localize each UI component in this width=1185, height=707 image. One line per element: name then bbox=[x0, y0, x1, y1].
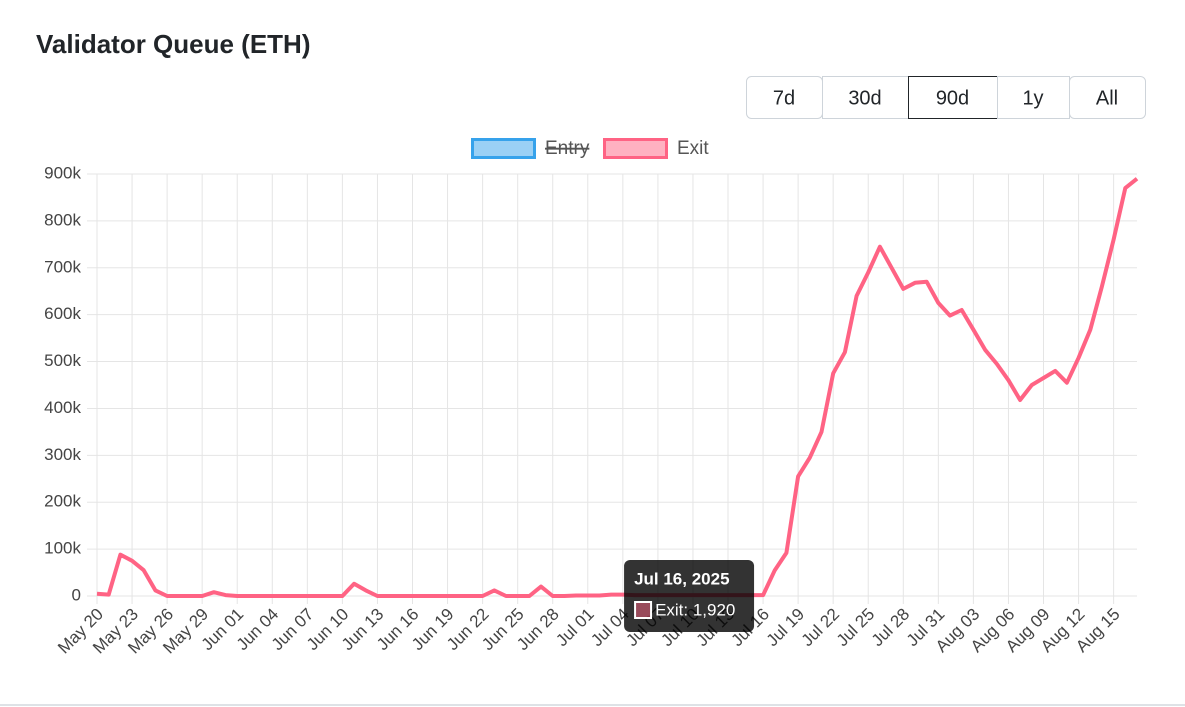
legend-swatch[interactable] bbox=[603, 138, 668, 159]
y-tick-label: 500k bbox=[44, 351, 81, 370]
line-series bbox=[96, 177, 1139, 598]
y-tick-label: 200k bbox=[44, 492, 81, 511]
chart-title: Validator Queue (ETH) bbox=[36, 29, 311, 59]
legend-label[interactable]: Exit bbox=[677, 138, 709, 159]
y-tick-label: 0 bbox=[72, 585, 81, 604]
x-tick-label: Jul 22 bbox=[798, 605, 844, 651]
y-tick-label: 900k bbox=[44, 163, 81, 182]
y-tick-label: 300k bbox=[44, 445, 81, 464]
y-tick-label: 100k bbox=[44, 539, 81, 558]
range-button[interactable] bbox=[1069, 76, 1146, 119]
x-tick-label: Jul 01 bbox=[552, 605, 598, 651]
tooltip-swatch bbox=[634, 601, 653, 619]
tooltip-box bbox=[624, 560, 755, 632]
tooltip-text: Exit: 1,920 bbox=[655, 600, 735, 619]
legend-swatch[interactable] bbox=[471, 138, 536, 159]
tooltip: Jul 16, 2025 Exit: 1,920 bbox=[624, 560, 755, 632]
range-button-label[interactable]: 7d bbox=[773, 87, 795, 109]
y-tick-label: 600k bbox=[44, 304, 81, 323]
tooltip-title: Jul 16, 2025 bbox=[634, 569, 729, 588]
range-button-label[interactable]: All bbox=[1096, 87, 1118, 109]
y-tick-label: 800k bbox=[44, 210, 81, 229]
y-tick-label: 400k bbox=[44, 398, 81, 417]
range-button-label[interactable]: 90d bbox=[936, 87, 969, 109]
x-tick-label: Jul 25 bbox=[833, 605, 879, 651]
legend-label[interactable]: Entry bbox=[545, 138, 590, 159]
range-button-label[interactable]: 30d bbox=[848, 87, 881, 109]
range-button[interactable] bbox=[997, 76, 1070, 119]
range-button[interactable] bbox=[908, 76, 998, 119]
x-tick-label: Jul 19 bbox=[763, 605, 809, 651]
x-tick-label: Jul 28 bbox=[868, 605, 914, 651]
range-button[interactable] bbox=[822, 76, 909, 119]
range-button-label[interactable]: 1y bbox=[1022, 87, 1043, 109]
legend: Entry Exit bbox=[471, 138, 709, 159]
y-tick-label: 700k bbox=[44, 257, 81, 276]
